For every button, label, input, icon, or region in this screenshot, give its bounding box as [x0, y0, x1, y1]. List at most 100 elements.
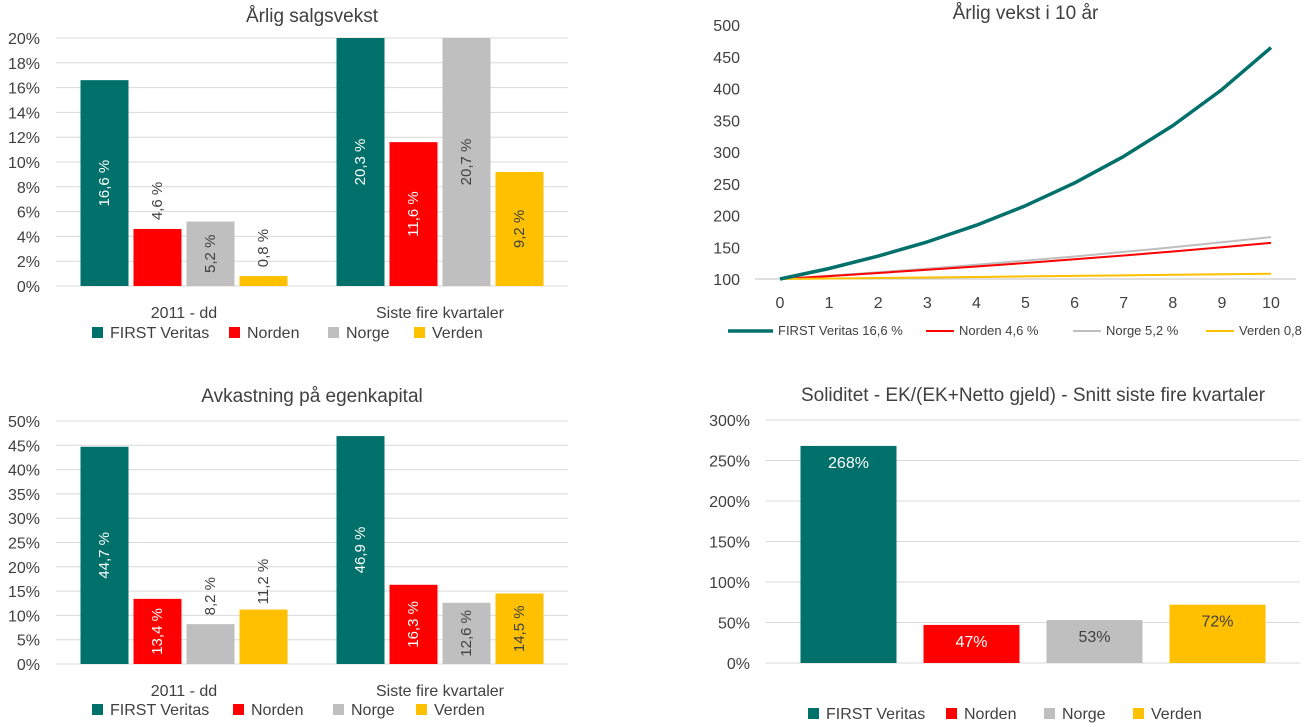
legend-label: Norden 4,6 %	[959, 323, 1039, 338]
y-tick-label: 12%	[8, 130, 40, 147]
chart-growth-10-years: Årlig vekst i 10 år 100 150 200 250 300 350 400…	[700, 0, 1306, 355]
chart-annual-sales-growth: Årlig salgsvekst 0% 2% 4% 6% 8% 10% 12% 14% 16% 18…	[0, 0, 590, 355]
data-label: 72%	[1201, 614, 1233, 631]
bar-norge	[1046, 620, 1143, 663]
y-tick-label: 200	[713, 209, 740, 226]
legend-swatch-norden	[229, 327, 240, 338]
data-label: 11,6 %	[405, 191, 422, 237]
y-tick-label: 250%	[709, 454, 750, 471]
chart-title: Årlig vekst i 10 år	[953, 3, 1099, 24]
y-tick-label: 8%	[17, 180, 40, 197]
legend-swatch-verden	[414, 327, 425, 338]
data-label: 46,9 %	[352, 527, 369, 574]
data-label: 11,2 %	[255, 559, 272, 605]
y-tick-label: 5%	[17, 633, 40, 650]
chart-title: Avkastning på egenkapital	[201, 386, 422, 407]
x-tick-label: 6	[1070, 295, 1079, 312]
y-tick-label: 200%	[709, 494, 750, 511]
data-label: 53%	[1078, 629, 1110, 646]
data-label: 5,2 %	[202, 235, 219, 273]
legend-swatch-norden	[233, 704, 244, 715]
data-label: 0,8 %	[255, 229, 272, 267]
y-tick-label: 20%	[8, 31, 40, 48]
bar-first-veritas	[336, 436, 385, 664]
y-tick-label: 100	[713, 272, 740, 289]
bar-norge	[442, 38, 491, 286]
legend-label: FIRST Veritas	[110, 325, 209, 342]
y-tick-label: 4%	[17, 229, 40, 246]
x-tick-label: 2	[874, 295, 883, 312]
y-tick-label: 400	[713, 82, 740, 99]
y-tick-label: 16%	[8, 81, 40, 98]
y-tick-label: 0%	[17, 279, 40, 296]
legend-label: Norge 5,2 %	[1106, 323, 1179, 338]
y-tick-label: 0%	[727, 656, 750, 673]
x-tick-label: 3	[923, 295, 932, 312]
legend-swatch-first-veritas	[808, 708, 819, 719]
x-tick-label: 8	[1168, 295, 1177, 312]
chart-title: Årlig salgsvekst	[246, 6, 379, 27]
x-tick-label: 9	[1217, 295, 1226, 312]
chart-solidity-svg: Soliditet - EK/(EK+Netto gjeld) - Snitt …	[709, 385, 1300, 723]
legend-swatch-norden	[946, 708, 957, 719]
legend-swatch-verden	[1133, 708, 1144, 719]
y-tick-label: 45%	[8, 438, 40, 455]
y-tick-label: 100%	[709, 575, 750, 592]
legend-label: FIRST Veritas	[110, 702, 209, 719]
y-tick-label: 6%	[17, 205, 40, 222]
y-tick-label: 450	[713, 50, 740, 67]
legend-swatch-first-veritas	[92, 704, 103, 715]
legend-label: Norden	[251, 702, 303, 719]
bar-verden	[495, 171, 544, 286]
legend-label: Norden	[247, 325, 299, 342]
bar-norden	[133, 228, 182, 286]
data-label: 268%	[828, 455, 869, 472]
bar-norden	[389, 142, 438, 286]
y-tick-label: 0%	[17, 657, 40, 674]
y-tick-label: 150%	[709, 535, 750, 552]
data-label: 16,6 %	[96, 160, 113, 207]
bar-verden	[239, 276, 288, 286]
series-line-verden	[779, 272, 1272, 280]
bar-first-veritas	[336, 38, 385, 286]
legend-swatch-norge	[333, 704, 344, 715]
bar-first-veritas	[800, 445, 897, 663]
data-label: 20,3 %	[352, 139, 369, 186]
legend-swatch-norge	[328, 327, 339, 338]
y-tick-label: 20%	[8, 560, 40, 577]
y-tick-label: 14%	[8, 105, 40, 122]
y-tick-label: 150	[713, 240, 740, 257]
y-tick-label: 35%	[8, 487, 40, 504]
legend-swatch-first-veritas	[92, 327, 103, 338]
legend-label: Verden	[1151, 706, 1202, 723]
x-tick-label: 1	[825, 295, 834, 312]
legend-label: Verden	[434, 702, 485, 719]
bar-first-veritas	[80, 446, 129, 664]
data-label: 13,4 %	[149, 608, 166, 655]
category-label: 2011 - dd	[151, 683, 217, 700]
x-tick-label: 4	[972, 295, 981, 312]
data-label: 4,6 %	[149, 182, 166, 220]
y-tick-label: 250	[713, 177, 740, 194]
legend-swatch-norge	[1044, 708, 1055, 719]
data-label: 16,3 %	[405, 601, 422, 648]
legend-label: Norge	[351, 702, 395, 719]
y-tick-label: 2%	[17, 254, 40, 271]
x-tick-label: 7	[1119, 295, 1128, 312]
bar-first-veritas	[80, 80, 129, 286]
legend-label: Norge	[346, 325, 390, 342]
bar-norden	[923, 624, 1020, 663]
bar-norge	[442, 602, 491, 664]
data-label: 47%	[955, 634, 987, 651]
legend-label: Verden	[432, 325, 483, 342]
legend-swatch-verden	[416, 704, 427, 715]
y-tick-label: 500	[713, 18, 740, 35]
y-tick-label: 25%	[8, 536, 40, 553]
x-tick-label: 0	[776, 295, 785, 312]
data-label: 14,5 %	[511, 605, 528, 652]
y-tick-label: 10%	[8, 608, 40, 625]
y-tick-label: 350	[713, 113, 740, 130]
series-line-norge	[779, 236, 1272, 280]
bar-verden	[1169, 604, 1266, 663]
series-line-norden	[779, 241, 1272, 280]
